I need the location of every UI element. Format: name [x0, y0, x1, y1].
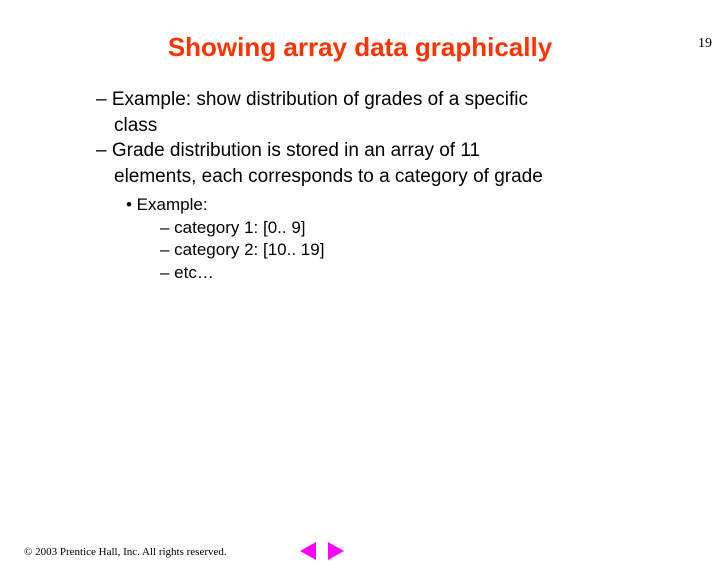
- prev-slide-button[interactable]: [300, 542, 318, 560]
- slide-footer: © 2003 Prentice Hall, Inc. All rights re…: [24, 546, 696, 558]
- bullet-level3-item: – category 2: [10.. 19]: [160, 239, 660, 262]
- page-number: 19: [698, 36, 712, 52]
- bullet-level2-item: • Example:: [126, 194, 660, 217]
- bullet-level1-continuation: elements, each corresponds to a category…: [96, 164, 660, 190]
- triangle-right-icon: [328, 542, 344, 560]
- nav-icons-container: [300, 542, 346, 560]
- bullet-level1-item: – Example: show distribution of grades o…: [96, 87, 660, 113]
- slide-title: Showing array data graphically: [0, 32, 720, 63]
- bullet-level3-item: – etc…: [160, 262, 660, 285]
- bullet-level1-continuation: class: [96, 113, 660, 139]
- slide-content: – Example: show distribution of grades o…: [0, 87, 720, 285]
- triangle-left-icon: [300, 542, 316, 560]
- bullet-level3-item: – category 1: [0.. 9]: [160, 217, 660, 240]
- bullet-level1-item: – Grade distribution is stored in an arr…: [96, 138, 660, 164]
- copyright-text: © 2003 Prentice Hall, Inc. All rights re…: [24, 546, 227, 558]
- next-slide-button[interactable]: [328, 542, 346, 560]
